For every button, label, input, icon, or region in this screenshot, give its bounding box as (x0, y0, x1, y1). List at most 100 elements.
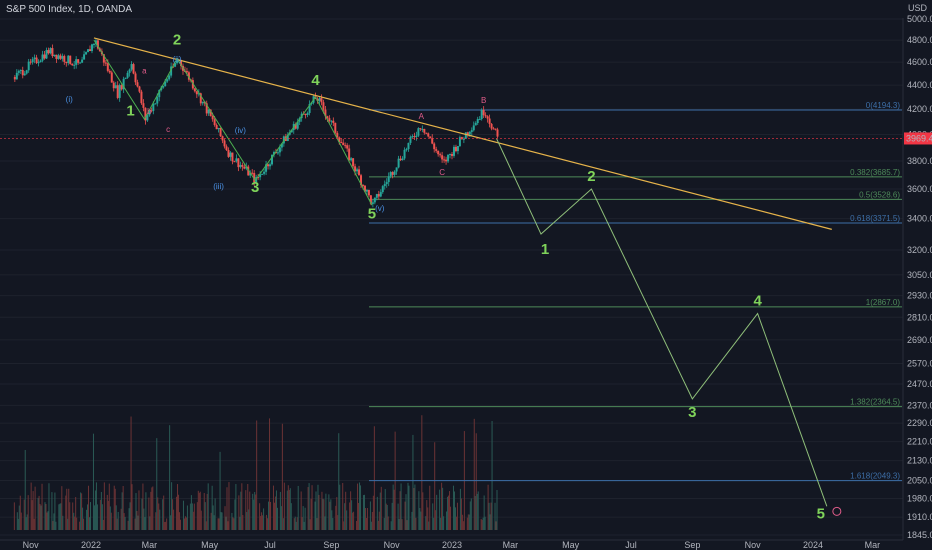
volume-bar (211, 485, 213, 530)
candle-body (39, 60, 42, 63)
volume-bar (263, 508, 265, 530)
candle-body (263, 171, 266, 174)
volume-bar (186, 505, 188, 530)
volume-bar (272, 485, 274, 530)
volume-bar (332, 518, 334, 530)
volume-bar (283, 482, 285, 530)
history-waves (93, 39, 373, 206)
y-tick-label: 3050.0 (907, 270, 932, 280)
candle-body (456, 146, 459, 152)
volume-bar (100, 491, 102, 530)
volume-bar (177, 484, 179, 530)
volume-bar (68, 488, 70, 530)
candle-body (265, 164, 268, 172)
volume-bar (452, 485, 454, 530)
candle-body (476, 119, 479, 124)
price-badge (904, 132, 932, 145)
candle-body (472, 125, 475, 131)
candle-body (486, 116, 489, 119)
candle-body (460, 137, 463, 140)
candle-body (106, 63, 109, 71)
volume-bar (454, 507, 456, 530)
volume-bar (62, 515, 64, 530)
projection-wave-label: 1 (541, 241, 549, 258)
volume-bar (80, 492, 82, 530)
volume-bar (233, 518, 235, 530)
candle-body (361, 185, 364, 187)
candle-body (308, 103, 311, 113)
volume-bar (226, 487, 228, 530)
trendline (93, 37, 832, 230)
volume-bar (252, 493, 254, 530)
volume-bar (51, 492, 53, 530)
volume-bar (228, 482, 230, 530)
volume-bar (99, 499, 101, 530)
volume-bar (240, 491, 242, 530)
time-axis: Nov 2022 Mar May Jul Sep Nov 2023 Mar May Jul Sep No… (0, 539, 903, 550)
volume-bar (296, 517, 298, 530)
volume-bar (390, 521, 392, 530)
candle-body (94, 40, 97, 44)
volume-bars (13, 415, 498, 530)
candle-body (447, 154, 450, 162)
candle-body (197, 93, 200, 95)
volume-bar (373, 426, 375, 530)
volume-bar (425, 516, 427, 530)
candle-body (399, 158, 402, 161)
volume-bar (24, 449, 26, 530)
volume-bar (441, 482, 443, 530)
volume-bar (149, 516, 151, 530)
y-tick-label: 4800.0 (907, 35, 932, 45)
volume-bar (466, 517, 468, 530)
candle-body (441, 155, 444, 160)
volume-bar (301, 517, 303, 530)
projection-wave-label: 3 (688, 404, 696, 421)
candle-body (17, 71, 20, 73)
volume-bar (217, 518, 219, 530)
projection-path (496, 138, 828, 507)
volume-bar (351, 500, 353, 530)
volume-bar (58, 504, 60, 530)
volume-bar (343, 521, 345, 530)
volume-bar (155, 512, 157, 530)
volume-bar (266, 514, 268, 530)
volume-bar (206, 493, 208, 530)
candle-body (164, 81, 167, 87)
candle-body (484, 115, 487, 117)
volume-bar (359, 482, 361, 530)
candle-body (433, 143, 436, 150)
volume-bar (109, 506, 111, 530)
candle-body (466, 132, 469, 135)
volume-bar (31, 500, 33, 530)
volume-bar (176, 496, 178, 530)
candle-body (407, 142, 410, 150)
volume-bar (44, 502, 46, 530)
volume-bar (189, 503, 191, 530)
candle-body (270, 154, 273, 165)
candle-body (178, 60, 181, 62)
volume-bar (358, 502, 360, 530)
volume-bar (30, 482, 32, 530)
x-tick-label: Jul (625, 540, 637, 550)
volume-bar (415, 517, 417, 530)
candle-body (69, 55, 72, 64)
volume-bar (308, 483, 310, 530)
candle-body (259, 174, 262, 178)
fib-label: 0.382(3685.7) (850, 168, 900, 177)
volume-bar (370, 521, 372, 530)
candle-body (237, 158, 240, 168)
volume-bar (103, 482, 105, 530)
candle-body (470, 130, 473, 132)
candle-body (490, 123, 493, 129)
candle-body (45, 50, 48, 59)
volume-bar (268, 501, 270, 530)
volume-bar (345, 491, 347, 530)
y-tick-label: 2290.0 (907, 418, 932, 428)
history-wave-label: 1 (126, 102, 134, 119)
volume-bar (349, 502, 351, 530)
volume-bar (386, 504, 388, 530)
history-wave-label: 2 (173, 31, 181, 48)
volume-bar (286, 490, 288, 530)
candle-body (215, 124, 218, 130)
